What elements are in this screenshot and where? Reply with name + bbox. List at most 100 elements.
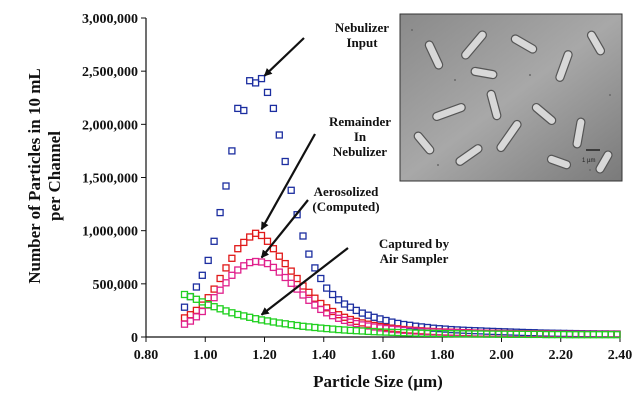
data-point — [352, 317, 360, 325]
y-tick-label: 3,000,000 — [82, 12, 138, 27]
data-point — [228, 309, 236, 317]
data-point — [186, 292, 195, 301]
data-point — [376, 315, 384, 323]
data-point — [234, 245, 242, 253]
y-tick-label: 1,500,000 — [82, 172, 138, 187]
data-point — [287, 186, 295, 194]
data-point — [352, 319, 360, 328]
data-point — [352, 327, 360, 335]
data-point — [228, 147, 236, 155]
x-tick-label: 1.60 — [371, 348, 396, 363]
annotation-line: Aerosolized — [314, 184, 380, 199]
data-point — [323, 284, 331, 292]
data-point — [328, 325, 337, 333]
data-point — [275, 319, 283, 327]
data-point — [281, 259, 289, 268]
data-point — [216, 274, 224, 283]
data-point — [257, 231, 266, 240]
data-point — [263, 259, 272, 268]
x-tick-label: 1.00 — [193, 348, 218, 363]
annotation-line: Input — [346, 35, 378, 50]
annotation-line: Air Sampler — [380, 251, 449, 266]
data-point — [358, 319, 366, 327]
data-point — [317, 299, 325, 308]
data-point — [287, 279, 295, 287]
data-point — [240, 106, 248, 115]
data-point — [299, 232, 307, 240]
data-point — [234, 266, 242, 274]
data-point — [198, 307, 206, 316]
data-point — [192, 313, 201, 321]
y-axis-ticks: 0 500,000 1,000,000 1,500,000 2,000,000 2,500… — [82, 12, 146, 346]
y-axis-title: Number of Particles in 10 mLper Channel — [25, 68, 64, 283]
annotation-line: In — [354, 129, 367, 144]
data-point — [228, 254, 236, 262]
data-point — [228, 271, 236, 279]
data-point — [192, 295, 201, 303]
data-point — [346, 326, 355, 335]
data-point — [222, 307, 230, 315]
series-captured-by-air-sampler — [180, 290, 621, 339]
y-tick-label: 2,000,000 — [82, 118, 138, 133]
data-point — [180, 314, 189, 322]
data-point — [311, 294, 319, 302]
data-point — [423, 329, 432, 337]
data-point — [210, 237, 218, 245]
data-point — [204, 256, 212, 265]
data-point — [198, 271, 206, 279]
data-point — [246, 258, 254, 267]
data-point — [192, 306, 201, 315]
annotation-line: Nebulizer — [333, 144, 387, 159]
data-point — [216, 305, 224, 313]
data-point — [328, 307, 337, 316]
data-point — [328, 290, 337, 299]
data-point — [613, 331, 621, 339]
data-point — [506, 328, 515, 336]
data-point — [305, 288, 313, 296]
x-axis-title: Particle Size (µm) — [313, 372, 443, 391]
data-point — [340, 326, 349, 334]
data-point — [251, 257, 260, 266]
data-point — [305, 250, 313, 258]
data-point — [334, 296, 343, 304]
data-point — [334, 325, 343, 334]
data-point — [358, 321, 366, 329]
x-tick-label: 0.80 — [134, 348, 159, 363]
data-point — [305, 296, 313, 304]
data-points — [180, 74, 621, 339]
data-point — [299, 322, 307, 330]
data-point — [180, 290, 189, 299]
data-point — [293, 211, 301, 219]
data-point — [423, 323, 432, 332]
data-point — [317, 305, 325, 314]
annotation-line: Nebulizer — [335, 20, 389, 35]
y-axis-title-line: per Channel — [45, 131, 64, 221]
x-tick-label: 1.20 — [252, 348, 277, 363]
data-point — [352, 306, 360, 315]
data-point — [240, 312, 248, 320]
data-point — [311, 301, 319, 309]
y-tick-label: 2,500,000 — [82, 65, 138, 80]
data-point — [251, 79, 260, 87]
annotation-arrow — [263, 37, 305, 77]
data-point — [275, 252, 283, 260]
data-point — [204, 294, 212, 302]
data-point — [269, 245, 278, 253]
data-point — [216, 286, 224, 294]
data-point — [234, 310, 242, 319]
data-point — [281, 320, 289, 328]
annotation-label: Nebulizer Input — [335, 20, 389, 50]
annotation-arrow — [260, 247, 349, 316]
annotation-label: Remainder In Nebulizer — [329, 114, 391, 159]
data-point — [240, 238, 248, 247]
data-point — [210, 294, 218, 302]
annotation-line: (Computed) — [312, 199, 379, 214]
annotation-label: Aerosolized (Computed) — [312, 184, 379, 214]
data-point — [263, 317, 272, 325]
data-point — [246, 313, 254, 321]
data-point — [257, 258, 266, 266]
data-point — [305, 323, 313, 331]
data-point — [311, 323, 319, 332]
